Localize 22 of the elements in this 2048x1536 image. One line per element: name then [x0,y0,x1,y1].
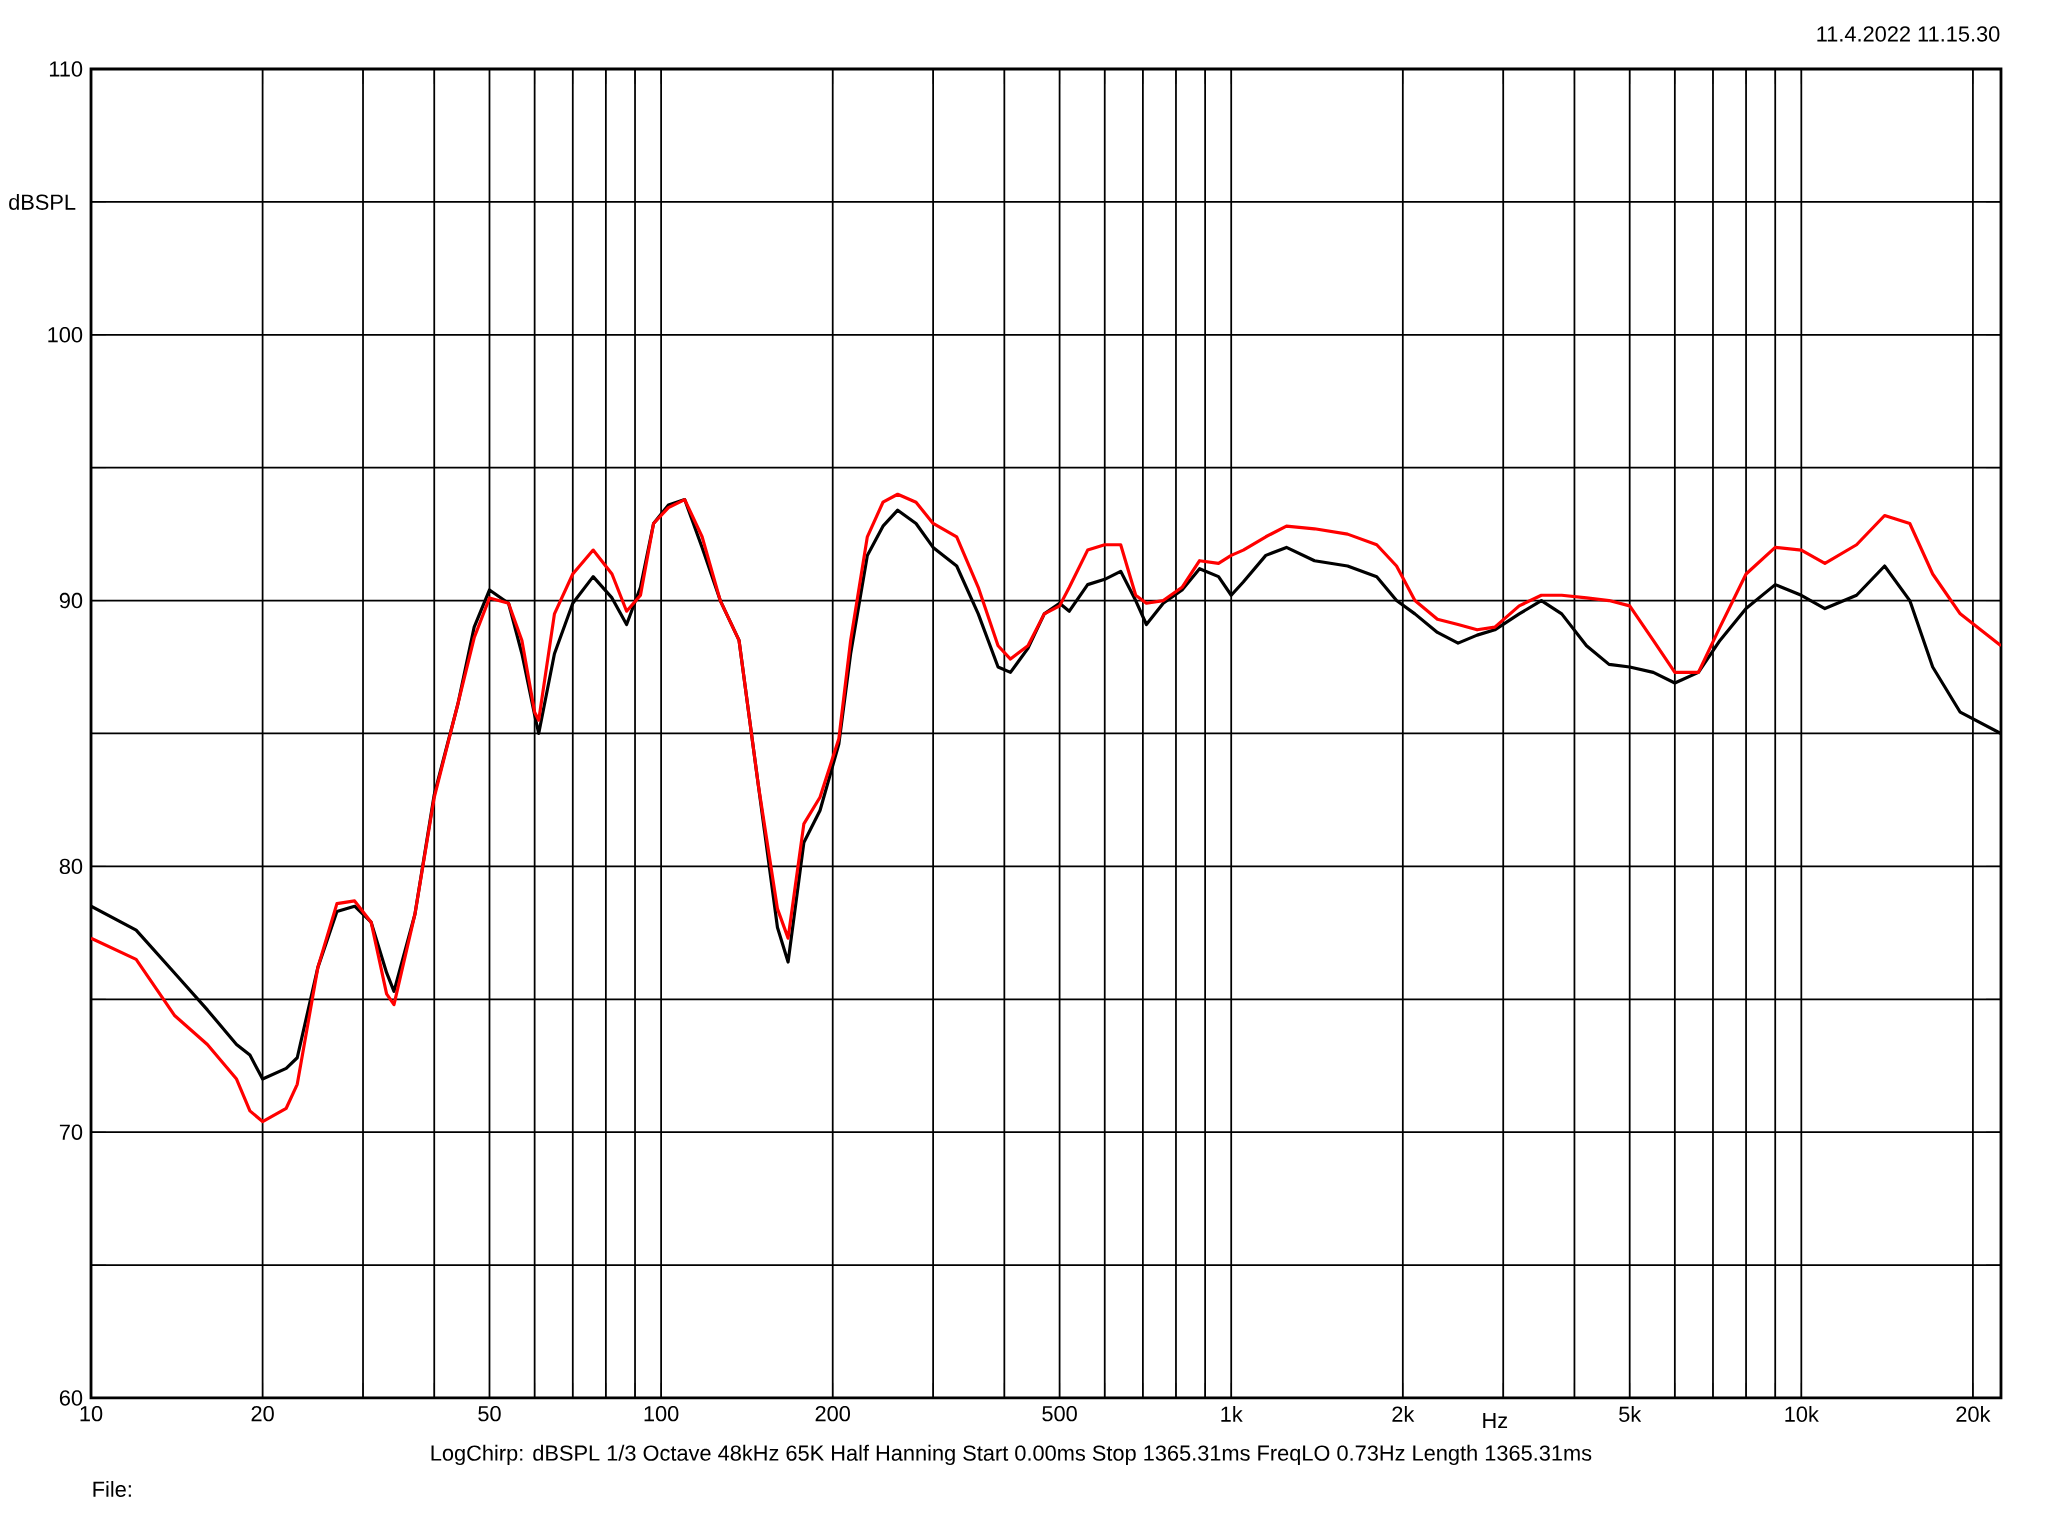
y-tick-label: 110 [49,61,83,77]
x-tick-label: 500 [1042,1405,1077,1422]
x-tick-label: 2k [1392,1405,1415,1422]
x-tick-label: 200 [815,1405,851,1422]
x-tick-label: 20k [1956,1405,1991,1422]
x-tick-label: 10 [80,1405,103,1422]
x-tick-label: 100 [644,1405,679,1422]
x-tick-label: 20 [251,1405,274,1422]
x-tick-label: 5k [1619,1405,1642,1422]
text: File: [93,1481,131,1497]
x-axis-title: Hz [1483,1412,1508,1428]
y-tick-label: 90 [59,592,83,609]
y-tick-label: 100 [48,327,83,343]
y-tick-label: 60 [59,1390,83,1406]
text: 11.4.2022 11.15.30 [1817,26,2000,42]
y-tick-label: 70 [59,1124,83,1140]
x-tick-label: 50 [478,1405,501,1422]
y-tick-label: 80 [59,858,83,875]
x-tick-label: 1k [1221,1405,1243,1422]
y-axis-title: dBSPL [9,193,76,210]
text: LogChirp: dBSPL 1/3 Octave 48kHz 65K Half Hanning Start 0.00ms Stop 1365.31ms FreqLO 0.73Hz Length 1365.31ms [431,1444,1592,1466]
x-tick-label: 10k [1785,1405,1819,1422]
